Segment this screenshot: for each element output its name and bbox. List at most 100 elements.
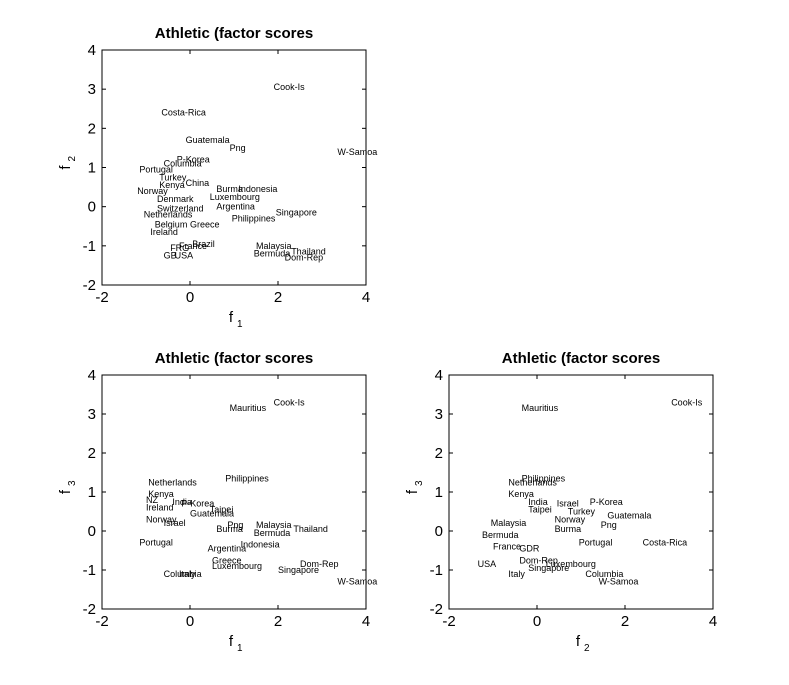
data-point-label: P-Korea <box>181 499 214 509</box>
data-point-label: Columbia <box>164 159 202 169</box>
data-point-label: Mauritius <box>230 403 267 413</box>
data-point-label: W-Samoa <box>599 577 639 587</box>
x-tick-label: 2 <box>274 613 282 630</box>
y-tick-label: -2 <box>83 601 96 618</box>
y-tick-label: -1 <box>83 238 96 255</box>
x-tick-label: 4 <box>362 613 370 630</box>
data-point-label: Singapore <box>528 563 569 573</box>
y-tick-label: -1 <box>430 562 443 579</box>
x-tick-label: 2 <box>621 613 629 630</box>
data-point-label: Png <box>230 143 246 153</box>
x-tick-label: 4 <box>362 289 370 306</box>
data-point-label: Philippines <box>225 473 269 483</box>
data-point-label: USA <box>478 559 497 569</box>
y-axis-label-subscript: 2 <box>67 156 78 162</box>
x-tick-label: 0 <box>533 613 541 630</box>
data-point-label: FRG <box>170 243 189 253</box>
data-point-label: Luxembourg <box>546 559 596 569</box>
data-point-label: Burma <box>555 524 582 534</box>
y-tick-label: 4 <box>435 367 443 384</box>
y-tick-label: -2 <box>430 601 443 618</box>
y-tick-label: 4 <box>88 367 96 384</box>
y-axis-label-subscript: 3 <box>67 480 78 486</box>
y-axis-label-subscript: 3 <box>414 480 425 486</box>
data-point-label: Bermuda <box>482 530 519 540</box>
data-point-label: Png <box>227 520 243 530</box>
y-tick-label: 3 <box>435 406 443 423</box>
y-tick-label: -1 <box>83 562 96 579</box>
y-tick-label: 1 <box>435 484 443 501</box>
x-tick-label: -2 <box>442 613 455 630</box>
data-point-label: Bermuda <box>254 249 291 259</box>
data-point-label: USA <box>175 251 194 261</box>
x-tick-label: 0 <box>186 613 194 630</box>
x-axis-label-subscript: 1 <box>237 319 243 330</box>
data-point-label: Kenya <box>159 180 185 190</box>
x-axis-label: f <box>229 309 234 326</box>
data-point-label: Norway <box>555 514 586 524</box>
y-tick-label: 1 <box>88 484 96 501</box>
data-point-label: P-Korea <box>590 497 623 507</box>
data-point-label: Taipei <box>210 505 234 515</box>
x-axis-label: f <box>576 633 581 650</box>
data-point-label: Malaysia <box>491 518 527 528</box>
data-point-label: Costa-Rica <box>643 538 688 548</box>
chart-title: Athletic (factor scores <box>502 350 660 367</box>
data-point-label: Dom-Rep <box>285 253 324 263</box>
data-point-label: Guatemala <box>186 135 230 145</box>
y-tick-label: 1 <box>88 160 96 177</box>
data-point-label: Guatemala <box>190 508 234 518</box>
data-point-label: Italy <box>179 569 196 579</box>
data-point-label: Cook-Is <box>274 82 306 92</box>
chart-title: Athletic (factor scores <box>155 350 313 367</box>
data-point-label: Philippines <box>522 473 566 483</box>
data-point-label: Singapore <box>278 565 319 575</box>
y-tick-label: 4 <box>88 42 96 59</box>
data-point-label: Dom-Rep <box>300 559 339 569</box>
data-point-label: Netherlands <box>144 210 193 220</box>
data-point-label: Turkey <box>159 172 187 182</box>
y-tick-label: 3 <box>88 81 96 98</box>
data-point-label: Israel <box>164 518 186 528</box>
data-point-label: Columbia <box>585 569 623 579</box>
data-point-label: W-Samoa <box>337 577 377 587</box>
data-point-label: W-Samoa <box>337 147 377 157</box>
data-point-label: India <box>172 497 192 507</box>
data-point-label: Luxembourg <box>210 192 260 202</box>
data-point-label: Norway <box>137 186 168 196</box>
data-point-label: Png <box>601 520 617 530</box>
data-point-label: Greece <box>190 219 220 229</box>
chart-title: Athletic (factor scores <box>155 25 313 42</box>
plot-area-frame <box>448 374 714 610</box>
data-point-label: Singapore <box>276 208 317 218</box>
data-point-label: Taipei <box>528 505 552 515</box>
data-point-label: Philippines <box>232 213 276 223</box>
data-point-label: GB <box>164 251 177 261</box>
data-point-label: GDR <box>519 544 540 554</box>
data-point-label: Ireland <box>146 503 174 513</box>
y-tick-label: 0 <box>435 523 443 540</box>
data-point-label: Netherlands <box>148 477 197 487</box>
data-point-label: Cook-Is <box>671 397 703 407</box>
data-point-label: Mauritius <box>522 403 559 413</box>
data-point-label: Israel <box>557 499 579 509</box>
y-tick-label: -2 <box>83 277 96 294</box>
data-point-label: Bermuda <box>254 528 291 538</box>
data-point-label: Ireland <box>150 227 178 237</box>
data-point-label: Denmark <box>157 194 194 204</box>
data-point-label: Kenya <box>508 489 534 499</box>
data-point-label: China <box>186 178 210 188</box>
data-point-label: Portugal <box>579 538 613 548</box>
y-tick-label: 0 <box>88 199 96 216</box>
data-point-label: NZ <box>146 495 158 505</box>
data-point-label: Italy <box>508 569 525 579</box>
x-tick-label: 0 <box>186 289 194 306</box>
y-axis-label: f <box>404 489 421 494</box>
data-point-label: Thailand <box>293 524 328 534</box>
y-tick-label: 2 <box>88 445 96 462</box>
data-point-label: Luxembourg <box>212 561 262 571</box>
data-point-label: Burma <box>216 524 243 534</box>
y-axis-label: f <box>57 489 74 494</box>
data-point-label: Turkey <box>568 507 596 517</box>
